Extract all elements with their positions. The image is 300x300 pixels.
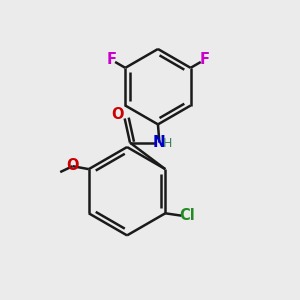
Text: O: O [66, 158, 79, 173]
Text: O: O [111, 107, 123, 122]
Text: Cl: Cl [179, 208, 195, 223]
Text: H: H [163, 137, 172, 150]
Text: N: N [153, 135, 166, 150]
Text: F: F [200, 52, 209, 68]
Text: F: F [106, 52, 116, 68]
